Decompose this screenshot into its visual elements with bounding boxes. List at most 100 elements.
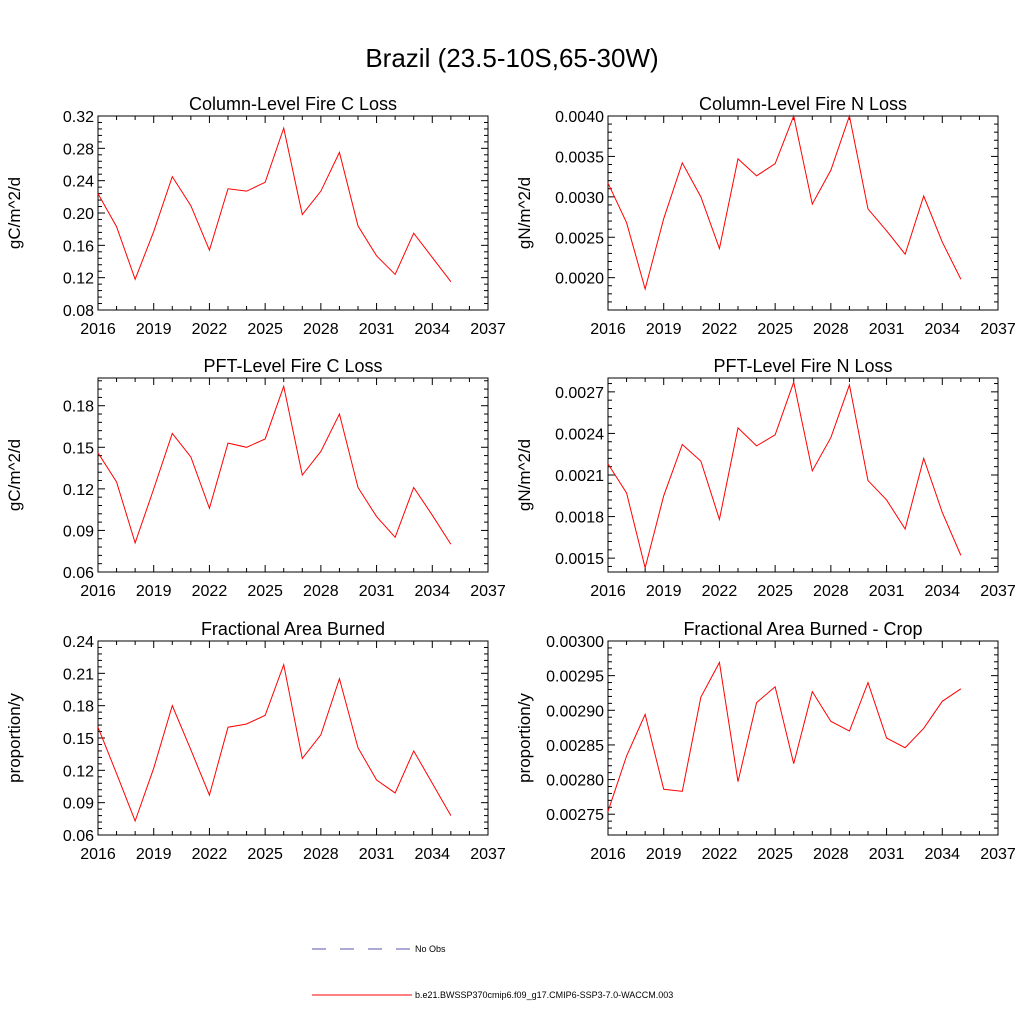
x-tick-label: 2019 xyxy=(646,846,682,863)
series-line xyxy=(97,662,452,823)
y-axis-label: proportion/y xyxy=(515,693,534,783)
plot-frame xyxy=(607,640,999,836)
x-tick-label: 2037 xyxy=(470,583,506,600)
x-tick-label: 2028 xyxy=(303,846,339,863)
x-tick-label: 2037 xyxy=(980,846,1016,863)
y-tick-label: 0.0018 xyxy=(555,510,604,527)
x-tick-label: 2022 xyxy=(192,321,228,338)
x-tick-label: 2031 xyxy=(869,846,905,863)
y-tick-label: 0.12 xyxy=(63,482,94,499)
y-tick-label: 0.00300 xyxy=(546,634,604,651)
y-tick-label: 0.18 xyxy=(63,399,94,416)
x-tick-label: 2034 xyxy=(414,321,450,338)
y-tick-label: 0.00280 xyxy=(546,773,604,790)
y-tick-label: 0.0015 xyxy=(555,551,604,568)
y-tick-label: 0.09 xyxy=(63,523,94,540)
legend-model-label: b.e21.BWSSP370cmip6.f09_g17.CMIP6-SSP3-7… xyxy=(415,990,673,1000)
x-tick-label: 2025 xyxy=(757,321,793,338)
plot-frame xyxy=(97,115,489,311)
y-tick-label: 0.15 xyxy=(63,731,94,748)
panel-title: PFT-Level Fire N Loss xyxy=(713,356,892,376)
y-tick-label: 0.12 xyxy=(63,763,94,780)
x-tick-label: 2025 xyxy=(247,846,283,863)
series-line xyxy=(97,384,452,545)
x-tick-label: 2019 xyxy=(136,321,172,338)
x-tick-label: 2031 xyxy=(869,583,905,600)
x-tick-label: 2031 xyxy=(869,321,905,338)
x-tick-label: 2028 xyxy=(303,321,339,338)
x-tick-label: 2016 xyxy=(80,846,116,863)
x-tick-label: 2016 xyxy=(80,583,116,600)
x-tick-label: 2031 xyxy=(359,321,395,338)
y-tick-label: 0.06 xyxy=(63,828,94,845)
x-tick-label: 2022 xyxy=(702,321,738,338)
y-tick-label: 0.0035 xyxy=(555,149,604,166)
y-axis-label: gC/m^2/d xyxy=(5,177,24,249)
x-tick-label: 2037 xyxy=(470,321,506,338)
y-tick-label: 0.00285 xyxy=(546,738,604,755)
y-tick-label: 0.0024 xyxy=(555,426,604,443)
x-tick-label: 2019 xyxy=(136,846,172,863)
y-tick-label: 0.24 xyxy=(63,174,94,191)
y-tick-label: 0.16 xyxy=(63,238,94,255)
chart-panels: Column-Level Fire C Loss gC/m^2/d 2016 2019… xyxy=(5,94,1016,863)
y-tick-label: 0.00290 xyxy=(546,703,604,720)
x-tick-label: 2034 xyxy=(924,583,960,600)
panel-title: Column-Level Fire N Loss xyxy=(699,94,907,114)
y-tick-label: 0.21 xyxy=(63,666,94,683)
y-tick-label: 0.20 xyxy=(63,206,94,223)
panel-title: PFT-Level Fire C Loss xyxy=(203,356,382,376)
y-tick-label: 0.0030 xyxy=(555,190,604,207)
x-tick-label: 2034 xyxy=(924,321,960,338)
series-line xyxy=(607,660,962,812)
series-line xyxy=(97,126,452,283)
series-line xyxy=(607,380,962,568)
y-axis-label: gC/m^2/d xyxy=(5,439,24,511)
legend: No Obs b.e21.BWSSP370cmip6.f09_g17.CMIP6… xyxy=(312,944,673,1000)
y-tick-label: 0.28 xyxy=(63,141,94,158)
x-tick-label: 2025 xyxy=(247,583,283,600)
y-tick-label: 0.12 xyxy=(63,271,94,288)
x-tick-label: 2034 xyxy=(414,846,450,863)
y-tick-label: 0.24 xyxy=(63,634,94,651)
x-tick-label: 2019 xyxy=(136,583,172,600)
x-tick-label: 2034 xyxy=(414,583,450,600)
x-tick-label: 2022 xyxy=(192,846,228,863)
series-line xyxy=(607,114,962,291)
y-axis-label: gN/m^2/d xyxy=(515,439,534,511)
x-tick-label: 2031 xyxy=(359,583,395,600)
chart-panel-4: PFT-Level Fire N Loss gN/m^2/d 2016 2019 202… xyxy=(515,356,1016,600)
chart-panel-2: Column-Level Fire N Loss gN/m^2/d 2016 2019… xyxy=(515,94,1016,338)
x-tick-label: 2037 xyxy=(980,321,1016,338)
y-tick-label: 0.08 xyxy=(63,303,94,320)
x-tick-label: 2025 xyxy=(757,583,793,600)
y-tick-label: 0.00295 xyxy=(546,669,604,686)
panel-title: Fractional Area Burned - Crop xyxy=(683,619,922,639)
plot-frame xyxy=(97,377,489,573)
chart-panel-1: Column-Level Fire C Loss gC/m^2/d 2016 2019… xyxy=(5,94,506,338)
y-tick-label: 0.0025 xyxy=(555,230,604,247)
plot-frame xyxy=(607,115,999,311)
plot-frame xyxy=(97,640,489,836)
y-axis-label: gN/m^2/d xyxy=(515,177,534,249)
y-tick-label: 0.0021 xyxy=(555,468,604,485)
panel-title: Column-Level Fire C Loss xyxy=(189,94,397,114)
x-tick-label: 2019 xyxy=(646,583,682,600)
x-tick-label: 2028 xyxy=(813,583,849,600)
y-tick-label: 0.15 xyxy=(63,440,94,457)
chart-panel-5: Fractional Area Burned proportion/y 2016 20… xyxy=(5,619,506,863)
y-tick-label: 0.00275 xyxy=(546,807,604,824)
y-tick-label: 0.18 xyxy=(63,699,94,716)
chart-panel-6: Fractional Area Burned - Crop proportion/… xyxy=(515,619,1016,863)
x-tick-label: 2037 xyxy=(980,583,1016,600)
y-axis-label: proportion/y xyxy=(5,693,24,783)
x-tick-label: 2028 xyxy=(303,583,339,600)
x-tick-label: 2016 xyxy=(590,321,626,338)
y-tick-label: 0.09 xyxy=(63,796,94,813)
figure-title: Brazil (23.5-10S,65-30W) xyxy=(365,43,658,73)
x-tick-label: 2016 xyxy=(590,583,626,600)
panel-title: Fractional Area Burned xyxy=(201,619,385,639)
x-tick-label: 2016 xyxy=(590,846,626,863)
x-tick-label: 2034 xyxy=(924,846,960,863)
